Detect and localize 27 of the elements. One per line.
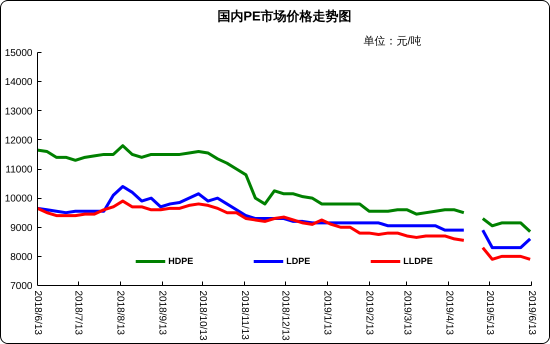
x-tick-label: 2019/1/13 <box>322 290 333 336</box>
x-tick-label: 2019/4/13 <box>443 290 454 336</box>
x-tick-label: 2018/12/13 <box>280 290 291 341</box>
x-tick-label: 2018/6/13 <box>32 290 43 336</box>
y-tick-label: 13000 <box>4 106 33 118</box>
y-tick-label: 9000 <box>10 222 33 234</box>
y-tick-label: 11000 <box>5 164 33 176</box>
y-tick-label: 10000 <box>4 194 33 205</box>
x-tick-label: 2018/7/13 <box>72 290 84 336</box>
y-tick-label: 8000 <box>10 252 33 263</box>
x-tick-label: 2018/10/13 <box>197 290 208 341</box>
y-tick-label: 15000 <box>4 48 33 59</box>
x-tick-label: 2018/8/13 <box>114 290 126 336</box>
y-tick-label: 14000 <box>4 77 33 88</box>
y-tick-label: 7000 <box>10 281 33 292</box>
text: 单位：元/吨 <box>363 34 422 48</box>
x-tick-label: 2019/2/13 <box>364 290 375 336</box>
x-tick-label: 2018/11/13 <box>239 290 250 340</box>
chart-title: 国内PE市场价格走势图 <box>217 8 352 24</box>
legend-label: LLDPE <box>403 256 433 266</box>
y-tick-label: 12000 <box>4 135 33 146</box>
legend-label: HDPE <box>168 256 194 266</box>
x-tick-label: 2018/9/13 <box>156 290 168 336</box>
legend-label: LDPE <box>286 256 310 266</box>
x-tick-label: 2019/5/13 <box>484 290 496 336</box>
x-tick-label: 2019/6/13 <box>526 290 537 336</box>
x-tick-label: 2019/3/13 <box>401 290 412 336</box>
